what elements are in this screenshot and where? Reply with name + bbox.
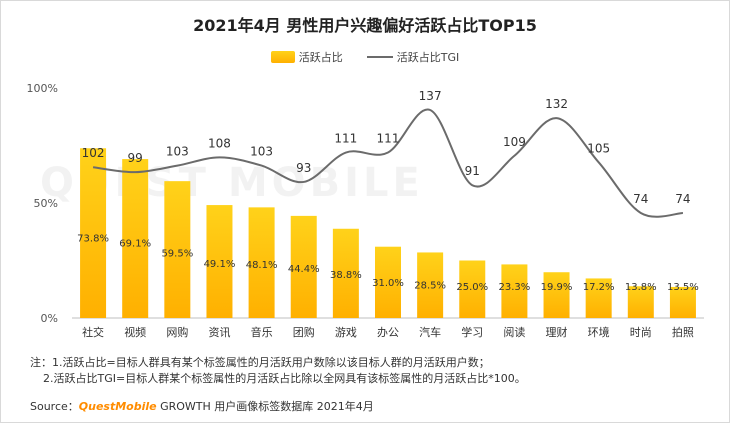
- labels-layer: 73.8% 社交 69.1% 视频 59.5% 网购 49.1% 资讯 48.1% 音乐 44.4%…: [77, 89, 699, 339]
- source-brand: QuestMobile: [78, 400, 157, 413]
- line-layer: [92, 108, 684, 218]
- bar: [501, 264, 528, 318]
- y-tick-label: 50%: [34, 197, 58, 210]
- bar-value-label: 17.2%: [583, 282, 615, 293]
- source-prefix: Source：: [30, 400, 79, 413]
- tgi-value-label: 74: [675, 192, 690, 206]
- bar-value-label: 13.8%: [625, 282, 657, 293]
- source-line: Source：QuestMobile GROWTH 用户画像标签数据库 2021…: [30, 398, 374, 414]
- bar-value-label: 69.1%: [119, 238, 151, 249]
- bar: [122, 159, 149, 318]
- tgi-value-label: 103: [250, 145, 273, 159]
- bar: [417, 252, 444, 318]
- tgi-value-label: 132: [545, 97, 568, 111]
- x-tick-label: 游戏: [335, 326, 357, 339]
- tgi-value-label: 102: [82, 146, 105, 160]
- bar: [375, 246, 401, 318]
- x-tick-label: 资讯: [208, 326, 230, 339]
- bar: [206, 205, 233, 318]
- x-tick-label: 视频: [124, 325, 146, 339]
- x-tick-label: 学习: [461, 325, 483, 339]
- bar-value-label: 13.5%: [667, 282, 699, 293]
- bar: [543, 272, 570, 318]
- tgi-value-label: 111: [377, 132, 400, 146]
- x-tick-label: 阅读: [503, 325, 525, 339]
- tgi-value-label: 99: [128, 151, 143, 165]
- bar-value-label: 59.5%: [161, 248, 193, 259]
- source-suffix: GROWTH 用户画像标签数据库 2021年4月: [156, 400, 374, 413]
- tgi-value-label: 105: [587, 141, 610, 155]
- y-tick-label: 0%: [41, 312, 58, 325]
- tgi-value-label: 93: [296, 161, 311, 175]
- legend-bar-swatch: [270, 51, 295, 63]
- footnote-1: 注：1.活跃占比=目标人群具有某个标签属性的月活跃用户数除以该目标人群的月活跃用…: [30, 356, 490, 369]
- tgi-value-label: 108: [208, 136, 231, 150]
- tgi-value-label: 109: [503, 135, 526, 149]
- x-tick-label: 理财: [546, 325, 568, 339]
- tgi-line: [92, 108, 684, 218]
- bar: [80, 148, 107, 318]
- bars-layer: [80, 148, 696, 318]
- bar-value-label: 23.3%: [499, 282, 531, 293]
- footnotes: 注：1.活跃占比=目标人群具有某个标签属性的月活跃用户数除以该目标人群的月活跃用…: [30, 355, 526, 387]
- bar-value-label: 31.0%: [372, 278, 404, 289]
- bar: [290, 215, 317, 318]
- bar: [332, 228, 359, 318]
- x-tick-label: 环境: [588, 325, 610, 339]
- legend-item-bar: 活跃占比: [270, 49, 343, 65]
- bar: [585, 278, 612, 318]
- x-tick-label: 办公: [377, 326, 399, 339]
- x-tick-label: 团购: [293, 325, 315, 339]
- bar-value-label: 73.8%: [77, 234, 109, 245]
- x-tick-label: 网购: [166, 325, 188, 339]
- x-tick-label: 拍照: [672, 325, 694, 339]
- bar-value-label: 48.1%: [246, 260, 278, 271]
- bar: [459, 260, 486, 318]
- bar-value-label: 38.8%: [330, 270, 362, 281]
- x-tick-label: 音乐: [251, 325, 273, 339]
- bar-value-label: 44.4%: [288, 264, 320, 275]
- bar: [669, 286, 696, 318]
- chart-legend: 活跃占比 活跃占比TGI: [0, 49, 730, 65]
- bar-value-label: 28.5%: [414, 281, 446, 292]
- tgi-value-label: 137: [419, 89, 442, 103]
- tgi-value-label: 74: [633, 192, 648, 206]
- tgi-value-label: 91: [465, 164, 480, 178]
- x-tick-label: 社交: [82, 325, 104, 339]
- tgi-value-label: 103: [166, 145, 189, 159]
- chart-title: 2021年4月 男性用户兴趣偏好活跃占比TOP15: [193, 16, 537, 35]
- footnote-2: 2.活跃占比TGI=目标人群某个标签属性的月活跃占比除以全网具有该标签属性的月活…: [43, 372, 526, 385]
- bar: [248, 207, 275, 318]
- bar-value-label: 49.1%: [204, 259, 236, 270]
- bar: [164, 181, 191, 318]
- tgi-value-label: 111: [334, 132, 357, 146]
- y-tick-label: 100%: [27, 82, 58, 95]
- legend-line-label: 活跃占比TGI: [396, 51, 460, 64]
- x-tick-label: 汽车: [419, 325, 441, 339]
- x-tick-label: 时尚: [630, 325, 652, 339]
- bar: [627, 286, 654, 318]
- bar-value-label: 25.0%: [456, 282, 488, 293]
- legend-line-swatch: [366, 56, 393, 58]
- bar-value-label: 19.9%: [541, 282, 573, 293]
- legend-bar-label: 活跃占比: [298, 51, 343, 64]
- legend-item-line: 活跃占比TGI: [366, 49, 460, 65]
